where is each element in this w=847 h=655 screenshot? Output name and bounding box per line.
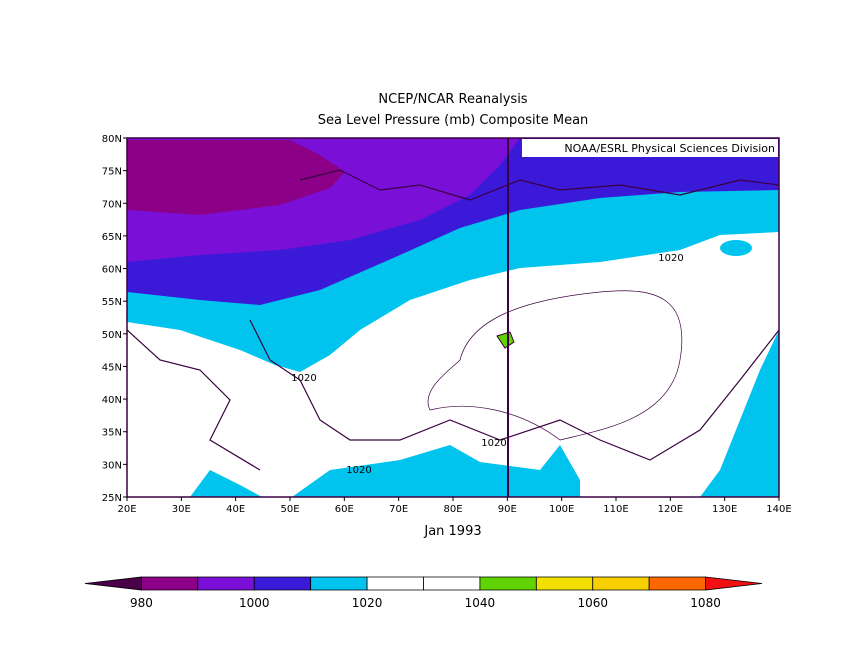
title: NCEP/NCAR Reanalysis xyxy=(378,92,527,107)
colorbar-swatch xyxy=(197,576,255,591)
lat-label: 30N xyxy=(102,460,122,471)
colorbar-swatch xyxy=(84,576,142,591)
lon-label: 20E xyxy=(117,504,136,515)
coastline xyxy=(126,169,780,471)
lon-label: 130E xyxy=(712,504,737,515)
lon-label: 30E xyxy=(172,504,191,515)
date-label: Jan 1993 xyxy=(423,524,481,539)
band-1020-east xyxy=(700,330,779,497)
lat-label: 65N xyxy=(102,232,122,243)
colorbar-swatch xyxy=(253,576,312,591)
lon-label: 120E xyxy=(658,504,683,515)
lat-label: 70N xyxy=(102,199,122,210)
lon-label: 70E xyxy=(389,504,408,515)
contour-label: 1020 xyxy=(481,438,506,449)
lat-label: 80N xyxy=(102,134,122,145)
lon-label: 110E xyxy=(603,504,628,515)
colorbar-label: 1020 xyxy=(352,596,383,610)
lon-label: 140E xyxy=(766,504,791,515)
lat-label: 35N xyxy=(102,428,122,439)
lon-label: 90E xyxy=(498,504,517,515)
colorbar-label: 980 xyxy=(130,596,153,610)
credit: NOAA/ESRL Physical Sciences Division xyxy=(564,142,775,155)
lat-label: 55N xyxy=(102,297,122,308)
lon-label: 60E xyxy=(335,504,354,515)
colorbar-label: 1040 xyxy=(465,596,496,610)
lon-label: 80E xyxy=(443,504,462,515)
colorbar-swatch xyxy=(648,576,706,591)
lon-label: 40E xyxy=(226,504,245,515)
colorbar: 980 1000 1020 1040 1060 1080 xyxy=(84,576,763,610)
band-990 xyxy=(127,140,345,215)
lon-label: 50E xyxy=(280,504,299,515)
contour-label: 1020 xyxy=(291,373,316,384)
colorbar-swatch xyxy=(535,576,594,591)
lat-label: 60N xyxy=(102,265,122,276)
colorbar-label: 1080 xyxy=(690,596,721,610)
lon-label: 100E xyxy=(549,504,574,515)
subtitle: Sea Level Pressure (mb) Composite Mean xyxy=(318,113,589,128)
band-1020-spot xyxy=(720,240,752,256)
colorbar-label: 1060 xyxy=(577,596,608,610)
colorbar-swatch xyxy=(592,576,650,591)
colorbar-swatch xyxy=(310,576,368,591)
lat-label: 50N xyxy=(102,330,122,341)
lat-label: 40N xyxy=(102,395,122,406)
colorbar-swatch xyxy=(479,576,537,591)
colorbar-swatch xyxy=(705,576,763,591)
contour-label: 1020 xyxy=(346,465,371,476)
band-1040 xyxy=(496,331,515,349)
colorbar-swatch xyxy=(141,576,199,591)
colorbar-label: 1000 xyxy=(239,596,270,610)
contour-label: 1020 xyxy=(658,253,683,264)
contour-1030 xyxy=(427,290,683,441)
band-1020-sw xyxy=(190,470,262,497)
lat-label: 45N xyxy=(102,362,122,373)
lat-label: 75N xyxy=(102,167,122,178)
credit-box xyxy=(522,139,778,157)
map: NOAA/ESRL Physical Sciences Division 102… xyxy=(126,137,780,498)
lat-label: 25N xyxy=(102,493,122,504)
colorbar-swatch xyxy=(366,576,424,591)
colorbar-swatch xyxy=(423,576,481,591)
